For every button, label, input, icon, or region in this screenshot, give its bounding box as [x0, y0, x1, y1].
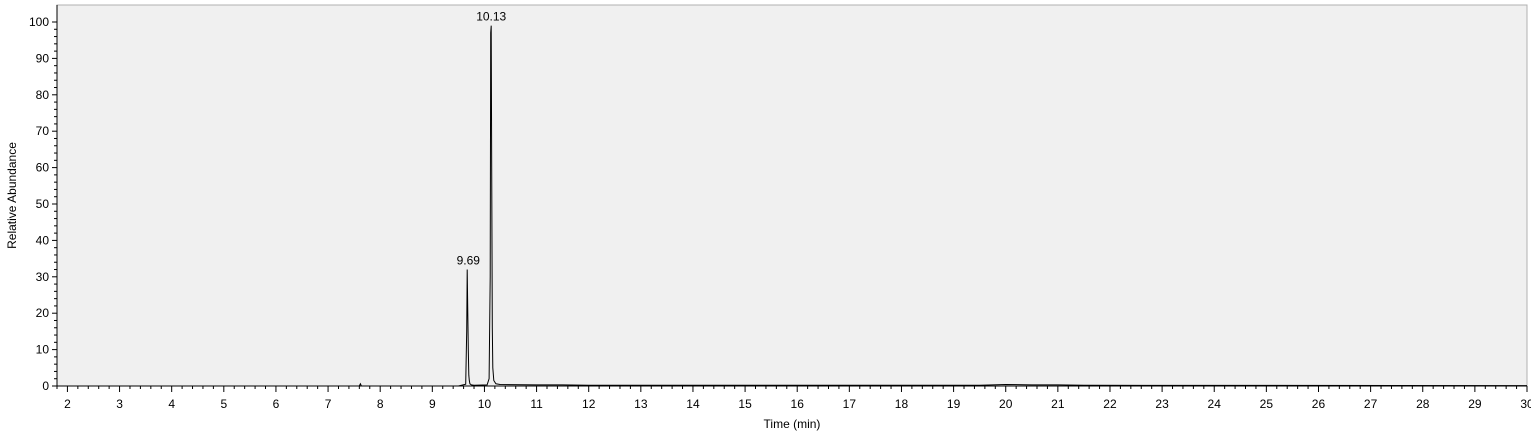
x-tick-label: 6 [273, 397, 280, 411]
chromatogram-trace [57, 25, 1528, 387]
x-tick-label: 27 [1364, 397, 1378, 411]
y-axis-label: Relative Abundance [5, 142, 19, 249]
x-tick-label: 7 [325, 397, 332, 411]
x-tick-label: 22 [1103, 397, 1117, 411]
y-tick-label: 0 [42, 379, 49, 393]
y-tick-label: 10 [36, 343, 50, 357]
x-tick-label: 3 [116, 397, 123, 411]
x-tick-label: 18 [895, 397, 909, 411]
x-tick-label: 11 [530, 397, 543, 411]
x-tick-label: 29 [1468, 397, 1482, 411]
x-tick-label: 26 [1312, 397, 1326, 411]
y-tick-label: 80 [36, 88, 50, 102]
x-tick-label: 24 [1208, 397, 1222, 411]
x-tick-label: 20 [999, 397, 1013, 411]
y-tick-label: 60 [36, 161, 50, 175]
y-tick-label: 50 [36, 197, 50, 211]
x-tick-label: 5 [220, 397, 227, 411]
peak-labels: 9.69 10.13 [457, 10, 507, 268]
x-axis: 2 3 4 5 6 7 8 9 10 11 12 13 14 15 16 17 18 19 20 21 22 23 24 25… [56, 385, 1531, 411]
x-tick-label: 4 [168, 397, 175, 411]
y-tick-label: 90 [36, 51, 50, 65]
y-axis: 0 10 20 30 40 50 60 70 80 90 100 [29, 5, 58, 393]
x-tick-label: 19 [947, 397, 961, 411]
x-tick-label: 23 [1155, 397, 1169, 411]
y-tick-label: 20 [36, 306, 50, 320]
plot-area [56, 4, 1528, 387]
x-tick-label: 10 [478, 397, 492, 411]
x-tick-label: 25 [1260, 397, 1274, 411]
x-tick-label: 30 [1520, 397, 1531, 411]
x-tick-label: 9 [429, 397, 436, 411]
peak-label: 10.13 [476, 10, 506, 24]
peak-label: 9.69 [457, 254, 481, 268]
x-tick-label: 13 [634, 397, 648, 411]
x-tick-label: 17 [843, 397, 857, 411]
y-tick-label: 30 [36, 270, 50, 284]
x-tick-label: 2 [64, 397, 71, 411]
x-tick-label: 28 [1416, 397, 1430, 411]
x-tick-label: 15 [738, 397, 752, 411]
x-axis-label: Time (min) [764, 417, 821, 431]
x-tick-label: 8 [377, 397, 384, 411]
x-tick-label: 16 [791, 397, 805, 411]
y-tick-label: 70 [36, 124, 50, 138]
x-tick-label: 14 [686, 397, 700, 411]
x-tick-label: 21 [1051, 397, 1065, 411]
y-tick-label: 40 [36, 233, 50, 247]
y-tick-label: 100 [29, 15, 49, 29]
x-tick-label: 12 [582, 397, 596, 411]
